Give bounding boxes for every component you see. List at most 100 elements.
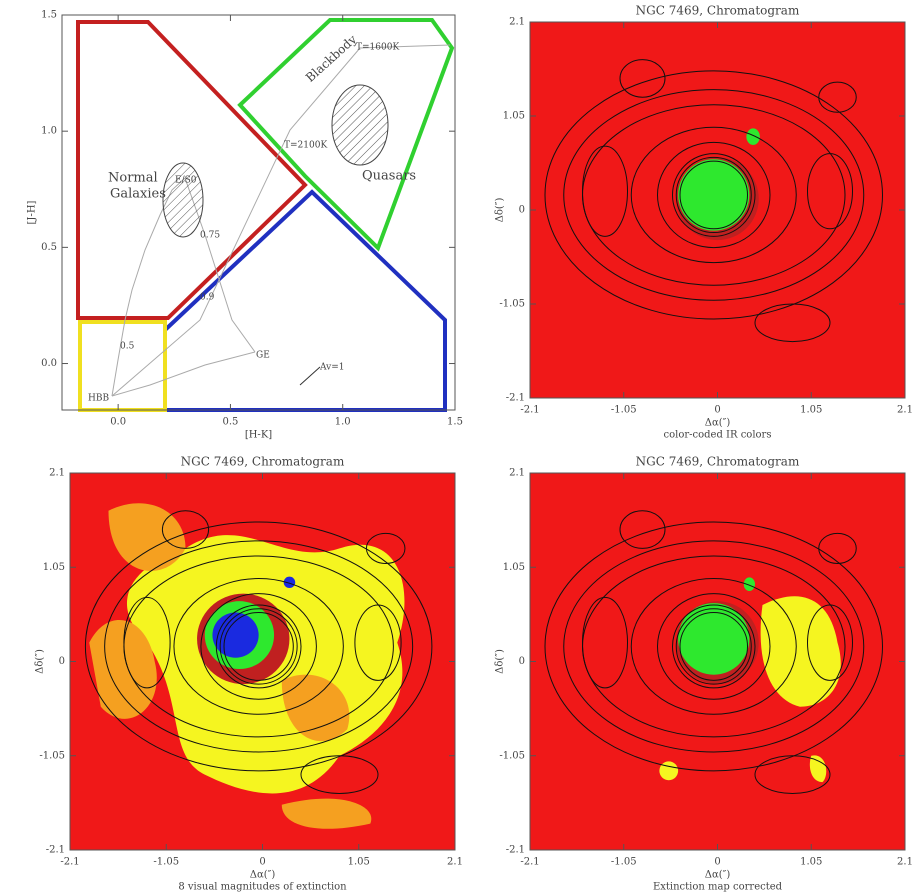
panel: NGC 7469, Chromatogram 8 visual magnitude… [35, 455, 463, 893]
map-region [281, 798, 372, 829]
caption: color-coded IR colors [664, 430, 772, 441]
x-tick-label: 0 [259, 857, 265, 868]
contour [544, 70, 883, 320]
x-tick-label: 0 [714, 405, 720, 416]
y-tick-label: 2.1 [509, 17, 525, 28]
x-tick-label: 1.05 [348, 857, 370, 868]
axes-frame [61, 14, 456, 411]
x-tick-label: -2.1 [520, 857, 539, 868]
x-tick-label: -1.05 [153, 857, 179, 868]
panel-title: NGC 7469, Chromatogram [181, 455, 345, 469]
y-axis-label: [J-H] [27, 200, 38, 224]
y-tick-label: 0.5 [41, 242, 57, 253]
contour [161, 510, 210, 549]
x-tick-label: 1.05 [800, 405, 822, 416]
y-tick-label: 1.0 [41, 126, 57, 137]
contour [173, 578, 344, 715]
x-tick-label: 2.1 [897, 857, 913, 868]
x-tick-label: 0.5 [222, 417, 238, 428]
y-axis-label: Δδ(″) [495, 649, 506, 674]
contour [544, 521, 883, 772]
contour [123, 596, 171, 689]
y-tick-label: -1.05 [499, 299, 525, 310]
caption: Extinction map corrected [653, 882, 783, 893]
annotation: Normal [108, 171, 158, 186]
annotation: 0.5 [120, 342, 135, 352]
x-axis-label: Δα(″) [705, 870, 731, 881]
track [111, 44, 451, 397]
contour [672, 153, 756, 237]
annotation: Av=1 [319, 363, 345, 373]
contour [754, 755, 831, 794]
contour [84, 521, 433, 772]
map-region [746, 128, 760, 145]
y-tick-label: 0 [59, 656, 65, 667]
x-tick-label: 1.05 [800, 857, 822, 868]
x-tick-label: -1.05 [611, 857, 637, 868]
panel-title: NGC 7469, Chromatogram [636, 4, 800, 18]
map-region [283, 576, 296, 588]
contour [582, 596, 628, 689]
contour [818, 81, 857, 113]
panel: NGC 7469, Chromatogram color-coded IR col… [495, 4, 913, 441]
x-tick-label: -2.1 [520, 405, 539, 416]
contour [807, 604, 853, 681]
contour [300, 755, 379, 794]
track [111, 351, 256, 397]
y-tick-label: 1.5 [41, 10, 57, 21]
contour [818, 532, 857, 564]
galaxy-region [76, 20, 308, 320]
y-tick-label: -1.05 [39, 750, 65, 761]
contour [679, 160, 748, 230]
annotation: GE [256, 351, 270, 361]
contour [630, 126, 797, 264]
annotation: HBB [88, 394, 109, 404]
contour [657, 593, 771, 700]
contour [563, 89, 865, 301]
map-region [760, 596, 841, 707]
contour [619, 510, 666, 549]
annotation: E/S0 [175, 176, 197, 186]
contour [219, 608, 298, 685]
annotation: Quasars [362, 169, 416, 184]
x-axis-label: Δα(″) [705, 418, 731, 429]
y-tick-label: 2.1 [49, 468, 65, 479]
panel: NGC 7469, Chromatogram Extinction map cor… [495, 455, 913, 893]
map-region [89, 619, 157, 719]
annotation: T=2100K [284, 141, 327, 151]
map-region [108, 503, 186, 571]
y-tick-label: 0 [519, 656, 525, 667]
contour [754, 303, 831, 343]
x-tick-label: 2.1 [897, 405, 913, 416]
y-tick-label: 0.0 [41, 358, 57, 369]
annotation: 0.9 [200, 293, 215, 303]
x-tick-label: 0 [714, 857, 720, 868]
contour [215, 604, 302, 689]
y-tick-label: 1.05 [43, 562, 65, 573]
contour [223, 611, 294, 681]
x-tick-label: 2.1 [447, 857, 463, 868]
y-axis-label: Δδ(″) [495, 198, 506, 223]
y-tick-label: 1.05 [503, 111, 525, 122]
y-axis-label: Δδ(″) [35, 649, 46, 674]
x-tick-label: -2.1 [60, 857, 79, 868]
y-tick-label: -2.1 [46, 845, 65, 856]
map-region [212, 612, 259, 658]
contour [657, 141, 771, 249]
map-region [678, 603, 750, 675]
x-tick-label: 1.0 [335, 417, 351, 428]
contour [807, 153, 853, 230]
y-tick-label: 2.1 [509, 468, 525, 479]
quasar-region [237, 18, 455, 252]
contour [563, 540, 865, 753]
annotation: Galaxies [110, 187, 166, 202]
map-region [281, 674, 350, 742]
x-axis-label: Δα(″) [250, 870, 276, 881]
contour [675, 156, 752, 234]
x-tick-label: -1.05 [611, 405, 637, 416]
contour [104, 540, 414, 753]
y-tick-label: 0 [519, 205, 525, 216]
annotation: 0.75 [200, 231, 220, 241]
contour [619, 59, 666, 98]
